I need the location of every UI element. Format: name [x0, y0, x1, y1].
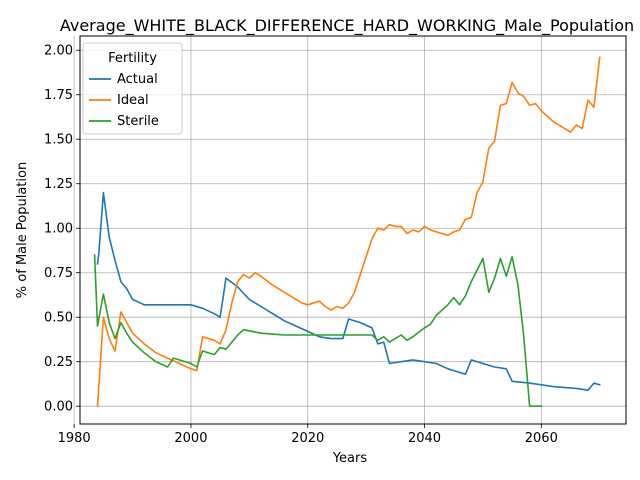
legend-label-actual: Actual	[117, 72, 158, 87]
x-axis-ticks: 1980 2000 2020 2040 2060	[58, 424, 558, 446]
x-tick-label: 2060	[525, 431, 558, 446]
legend-box	[82, 42, 183, 135]
y-tick-label: 1.50	[44, 133, 73, 148]
y-tick-label: 0.75	[44, 266, 73, 281]
y-tick-label: 1.00	[44, 222, 73, 237]
series-line-sterile	[93, 254, 543, 408]
series-line-actual	[96, 191, 601, 392]
y-axis-label: % of Male Population	[15, 162, 30, 298]
legend-label-sterile: Sterile	[117, 114, 159, 129]
y-tick-label: 1.75	[44, 88, 73, 103]
x-tick-label: 2040	[408, 431, 441, 446]
y-tick-label: 0.50	[44, 311, 73, 326]
series-line-ideal	[96, 56, 601, 408]
y-tick-label: 1.25	[44, 177, 73, 192]
series-lines	[93, 56, 601, 408]
x-tick-label: 1980	[58, 431, 91, 446]
legend-title: Fertility	[108, 51, 157, 66]
plot-frame	[79, 35, 627, 425]
x-tick-label: 2020	[291, 431, 324, 446]
grid-lines	[73, 36, 626, 424]
legend: Fertility Actual Ideal Sterile	[82, 42, 183, 135]
y-tick-label: 2.00	[44, 44, 73, 59]
x-axis-label: Years	[332, 451, 368, 466]
y-tick-label: 0.00	[44, 400, 73, 415]
x-tick-label: 2000	[174, 431, 207, 446]
y-axis-ticks: 0.00 0.25 0.50 0.75 1.00 1.25 1.50 1.75 2.00	[44, 44, 80, 415]
y-tick-label: 0.25	[44, 355, 73, 370]
legend-label-ideal: Ideal	[117, 93, 149, 108]
chart-title: Average_WHITE_BLACK_DIFFERENCE_HARD_WORK…	[60, 16, 634, 36]
